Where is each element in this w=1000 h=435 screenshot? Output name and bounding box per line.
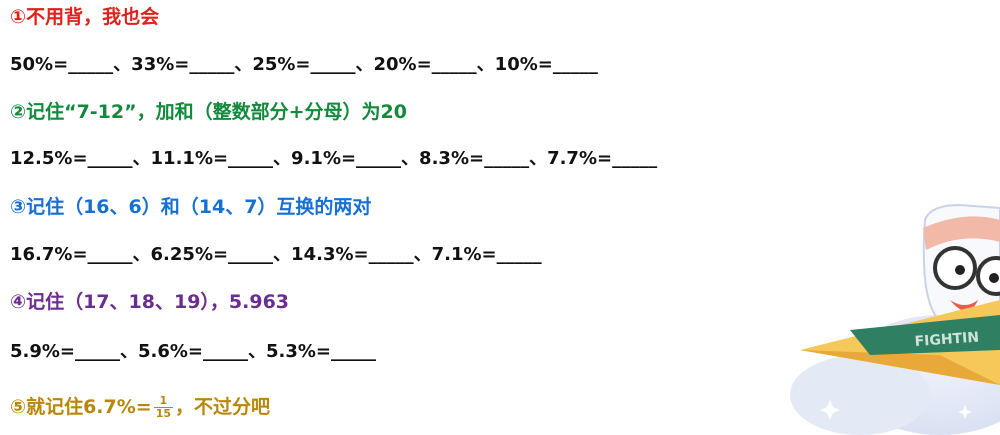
equation-row-1: 50%=_____、33%=_____、25%=_____、20%=_____、… — [10, 54, 598, 75]
sparkle-icons — [820, 400, 972, 420]
final-prefix: ⑤就记住6.7%= — [10, 396, 152, 418]
paper-plane — [800, 300, 1000, 385]
fraction-numerator: 1 — [153, 395, 174, 408]
mascot-body — [922, 203, 1000, 334]
heading-3: ③记住（16、6）和（14、7）互换的两对 — [10, 196, 372, 218]
final-suffix: ，不过分吧 — [175, 396, 271, 418]
equation-row-3: 16.7%=_____、6.25%=_____、14.3%=_____、7.1%… — [10, 244, 542, 265]
banner-text: FIGHTIN — [914, 330, 979, 350]
paper-plane-mascot-icon: FIGHTIN — [790, 203, 1000, 435]
equation-row-2: 12.5%=_____、11.1%=_____、9.1%=_____、8.3%=… — [10, 148, 658, 169]
fraction-denominator: 15 — [155, 407, 172, 420]
heading-4: ④记住（17、18、19），5.963 — [10, 291, 290, 313]
equation-row-4: 5.9%=_____、5.6%=_____、5.3%=_____ — [10, 341, 377, 362]
heading-1: ①不用背，我也会 — [10, 6, 160, 28]
heading-5: ⑤就记住6.7%= 1 15 ，不过分吧 — [10, 395, 270, 420]
fraction: 1 15 — [153, 395, 174, 420]
heading-2: ②记住“7-12”，加和（整数部分+分母）为20 — [10, 101, 407, 123]
